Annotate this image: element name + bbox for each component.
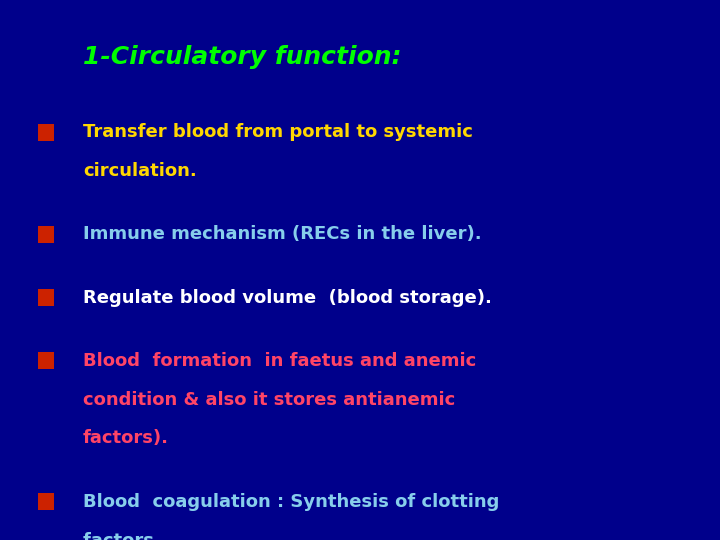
Text: factors).: factors). — [83, 429, 168, 448]
Text: Immune mechanism (RECs in the liver).: Immune mechanism (RECs in the liver). — [83, 225, 482, 244]
Text: factors .: factors . — [83, 531, 167, 540]
FancyBboxPatch shape — [38, 289, 54, 306]
Text: Regulate blood volume  (blood storage).: Regulate blood volume (blood storage). — [83, 288, 492, 307]
Text: 1-Circulatory function:: 1-Circulatory function: — [83, 45, 401, 69]
Text: Blood  coagulation : Synthesis of clotting: Blood coagulation : Synthesis of clottin… — [83, 492, 499, 511]
FancyBboxPatch shape — [38, 124, 54, 141]
Text: Transfer blood from portal to systemic: Transfer blood from portal to systemic — [83, 123, 472, 141]
FancyBboxPatch shape — [38, 352, 54, 369]
Text: Blood  formation  in faetus and anemic: Blood formation in faetus and anemic — [83, 352, 476, 370]
FancyBboxPatch shape — [38, 493, 54, 510]
FancyBboxPatch shape — [38, 226, 54, 243]
Text: circulation.: circulation. — [83, 162, 197, 180]
Text: condition & also it stores antianemic: condition & also it stores antianemic — [83, 390, 455, 409]
